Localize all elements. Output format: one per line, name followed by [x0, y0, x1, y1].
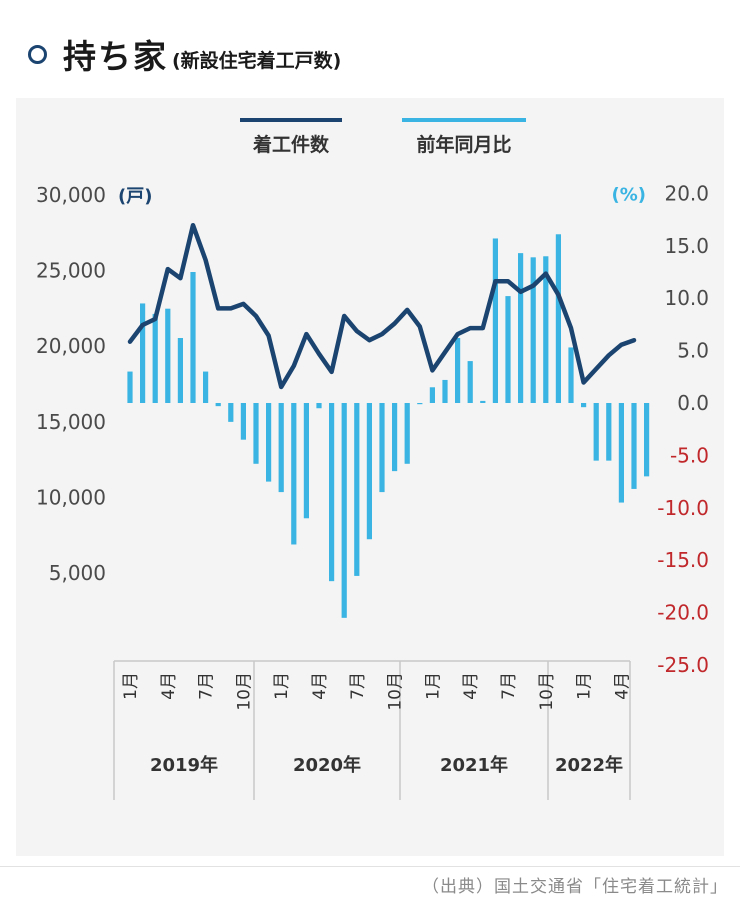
- bar: [303, 403, 309, 519]
- x-month-label: 4月: [612, 672, 632, 700]
- y-left-unit: (戸): [118, 186, 152, 207]
- y-right-tick-label: -25.0: [657, 653, 709, 677]
- bar: [555, 234, 561, 403]
- y-right-tick-label: -20.0: [657, 601, 709, 625]
- bar: [266, 403, 272, 482]
- bullet-circle-icon: [28, 44, 47, 64]
- x-month-label: 10月: [234, 672, 254, 711]
- y-right-tick-label: 0.0: [677, 391, 709, 415]
- y-right-tick-label: -15.0: [657, 548, 709, 572]
- bar: [644, 403, 650, 477]
- bar: [379, 403, 385, 493]
- bar: [203, 371, 209, 403]
- series-line: [127, 222, 637, 390]
- divider: [0, 866, 740, 867]
- x-year-label: 2022年: [555, 754, 623, 776]
- y-right-tick-label: 10.0: [664, 286, 709, 310]
- x-month-label: 4月: [310, 672, 330, 700]
- bar: [492, 238, 498, 403]
- x-month-label: 7月: [348, 672, 368, 700]
- y-right-tick-label: 15.0: [664, 234, 709, 258]
- bar: [215, 403, 221, 407]
- x-year-label: 2019年: [150, 754, 218, 776]
- bar: [127, 371, 133, 403]
- bar: [291, 403, 297, 545]
- bar: [518, 253, 524, 403]
- y-left-tick-label: 25,000: [36, 259, 106, 283]
- bar: [568, 347, 574, 403]
- x-month-label: 1月: [121, 672, 141, 700]
- bar: [228, 403, 234, 422]
- bar: [581, 403, 587, 408]
- bar: [366, 403, 372, 540]
- y-right-tick-label: 5.0: [677, 339, 709, 363]
- bar: [606, 403, 612, 461]
- x-month-label: 1月: [575, 672, 595, 700]
- bar: [480, 400, 486, 403]
- y-left-tick-label: 20,000: [36, 334, 106, 358]
- page-title: 持ち家 (新設住宅着工戸数): [28, 30, 341, 78]
- bar: [392, 403, 398, 472]
- bar: [190, 272, 196, 403]
- x-month-label: 4月: [461, 672, 481, 700]
- bar: [467, 361, 473, 403]
- x-year-label: 2020年: [293, 754, 361, 776]
- y-left-tick-label: 5,000: [49, 561, 106, 585]
- bar: [177, 338, 183, 403]
- x-month-label: 1月: [423, 672, 443, 700]
- bar: [152, 313, 158, 403]
- source-note: （出典）国土交通省「住宅着工統計」: [422, 877, 728, 897]
- bar: [240, 403, 246, 440]
- bar: [404, 403, 410, 464]
- legend-label-bar: 前年同月比: [416, 133, 511, 156]
- x-month-label: 10月: [386, 672, 406, 711]
- x-month-label: 10月: [537, 672, 557, 711]
- chart: 着工件数 前年同月比 30,000 25,000 20,000 15,000 10,000 5…: [36, 118, 709, 800]
- y-left-tick-label: 30,000: [36, 183, 106, 207]
- y-right-tick-label: -10.0: [657, 496, 709, 520]
- x-month-label: 7月: [499, 672, 519, 700]
- x-month-label: 4月: [159, 672, 179, 700]
- bar: [253, 403, 259, 464]
- bar: [429, 387, 435, 403]
- y-right-tick-label: 20.0: [664, 181, 709, 205]
- bar: [165, 308, 171, 403]
- bar: [631, 403, 637, 489]
- x-year-label: 2021年: [440, 754, 508, 776]
- bar: [278, 403, 284, 493]
- bar: [505, 296, 511, 403]
- legend-label-line: 着工件数: [253, 133, 330, 156]
- title-subtitle: (新設住宅着工戸数): [172, 49, 342, 72]
- bar: [618, 403, 624, 503]
- bar: [329, 403, 335, 582]
- bar: [417, 403, 423, 405]
- bar: [442, 379, 448, 403]
- bar: [455, 338, 461, 403]
- y-left-tick-label: 10,000: [36, 485, 106, 509]
- x-month-label: 1月: [272, 672, 292, 700]
- y-left-tick-label: 15,000: [36, 410, 106, 434]
- y-right-tick-label: -5.0: [670, 443, 709, 467]
- title-main: 持ち家: [63, 37, 168, 76]
- x-month-label: 7月: [197, 672, 217, 700]
- bar: [530, 257, 536, 403]
- bar: [593, 403, 599, 461]
- bar: [341, 403, 347, 618]
- y-right-unit: (%): [612, 184, 647, 205]
- bar: [543, 256, 549, 403]
- bar: [316, 403, 322, 409]
- bar: [354, 403, 360, 576]
- bar: [140, 303, 146, 403]
